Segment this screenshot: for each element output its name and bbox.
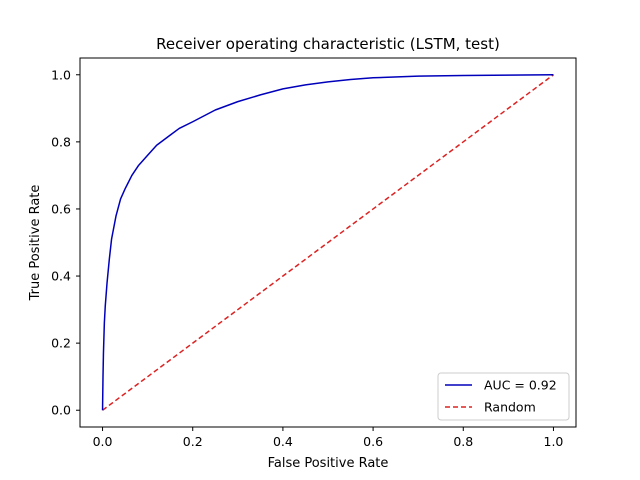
series-line-random-baseline bbox=[102, 74, 554, 411]
y-axis-ticks: 0.0 0.2 0.4 0.6 0.8 1.0 bbox=[51, 67, 80, 418]
plot-frame bbox=[79, 57, 577, 428]
y-tick-label: 0.6 bbox=[51, 201, 71, 216]
legend: AUC = 0.92 Random bbox=[437, 372, 570, 421]
x-tick-label: 0.8 bbox=[453, 434, 473, 449]
x-tick-label: 1.0 bbox=[544, 434, 564, 449]
y-tick-label: 0.2 bbox=[51, 336, 71, 351]
y-tick-label: 0.8 bbox=[51, 134, 71, 149]
legend-label-random: Random bbox=[484, 400, 536, 415]
y-tick-label: 0.0 bbox=[51, 403, 71, 418]
legend-label-auc: AUC = 0.92 bbox=[484, 378, 557, 393]
plot-area bbox=[79, 57, 577, 428]
y-axis-label: True Positive Rate bbox=[28, 185, 43, 302]
x-axis-ticks: 0.0 0.2 0.4 0.6 0.8 1.0 bbox=[93, 427, 564, 449]
series-layer bbox=[101, 74, 554, 411]
series-line-roc-curve bbox=[101, 74, 554, 411]
x-tick-label: 0.4 bbox=[273, 434, 293, 449]
y-tick-label: 0.4 bbox=[51, 269, 71, 284]
x-axis-label: False Positive Rate bbox=[268, 456, 389, 471]
x-tick-label: 0.2 bbox=[183, 434, 203, 449]
chart-title: Receiver operating characteristic (LSTM,… bbox=[156, 35, 500, 53]
x-tick-label: 0.0 bbox=[93, 434, 113, 449]
x-tick-label: 0.6 bbox=[363, 434, 383, 449]
y-tick-label: 1.0 bbox=[51, 67, 71, 82]
